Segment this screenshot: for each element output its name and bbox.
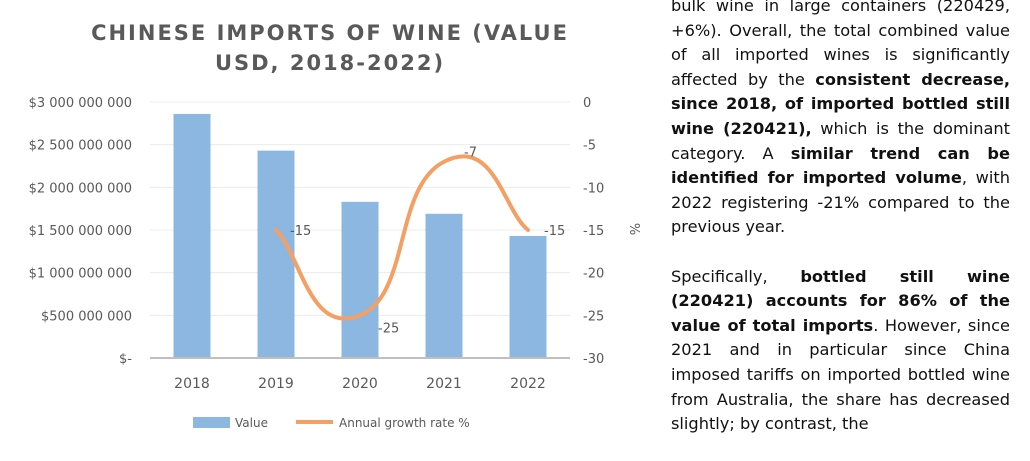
bold-text: similar trend can be identified for impo… [671,143,1010,188]
chart: $- $500 000 000 $1 000 000 000 $1 500 000 0… [29,96,641,430]
text-run: Specifically, [671,266,801,286]
left-tick-label: $- [119,352,132,367]
growth-rate-line [274,154,530,321]
bar-2018 [173,113,211,359]
left-tick-label: $1 500 000 000 [29,224,132,239]
left-tick-label: $500 000 000 [41,309,132,324]
right-tick-label: -25 [583,309,604,324]
right-tick-label: -5 [583,139,596,154]
text-run: . However, since 2021 and in particular … [671,315,1010,434]
text-run: , with 2022 registering -21% compared to… [671,168,1010,237]
line-data-label: -15 [544,224,565,239]
left-tick-label: $2 500 000 000 [29,139,132,154]
line-data-label: -25 [378,321,399,336]
paragraph-1: bulk wine in large containers (220429, +… [671,0,1010,240]
left-tick-label: $1 000 000 000 [29,267,132,282]
bold-text: bottled still wine (220421) accounts for… [671,266,1010,335]
line-data-label: -7 [464,146,477,161]
legend-value-swatch [193,417,230,428]
left-tick-label: $2 000 000 000 [29,181,132,196]
right-tick-label: -20 [583,267,604,282]
bar-2019 [257,150,295,358]
right-tick-label: -10 [583,181,604,196]
left-tick-label: $3 000 000 000 [29,96,132,111]
line-data-label: -15 [290,224,311,239]
right-tick-label: -30 [583,352,604,367]
bar-2021 [425,213,463,358]
body-text: bulk wine in large containers (220429, +… [671,0,1010,461]
right-tick-label: -15 [583,224,604,239]
x-tick-label: 2020 [342,376,378,392]
bold-text: consistent decrease, since 2018, of impo… [671,69,1011,138]
bar-2022 [509,235,547,358]
paragraph-2: Specifically, bottled still wine (220421… [671,265,1010,437]
x-tick-label: 2018 [174,376,210,392]
chart-title: CHINESE IMPORTS OF WINE (VALUE USD, 2018… [91,21,569,75]
x-tick-label: 2022 [510,376,546,392]
right-axis-label: % [626,223,641,235]
bar-2020 [341,201,379,358]
text-run: which is the dominant category. A [671,118,1010,163]
x-tick-label: 2019 [258,376,294,392]
text-run: bulk wine in large containers (220429, +… [671,0,1010,89]
right-tick-label: 0 [583,96,591,111]
x-tick-label: 2021 [426,376,462,392]
legend-value-label: Value [235,416,268,430]
legend-growth-label: Annual growth rate % [339,416,470,430]
